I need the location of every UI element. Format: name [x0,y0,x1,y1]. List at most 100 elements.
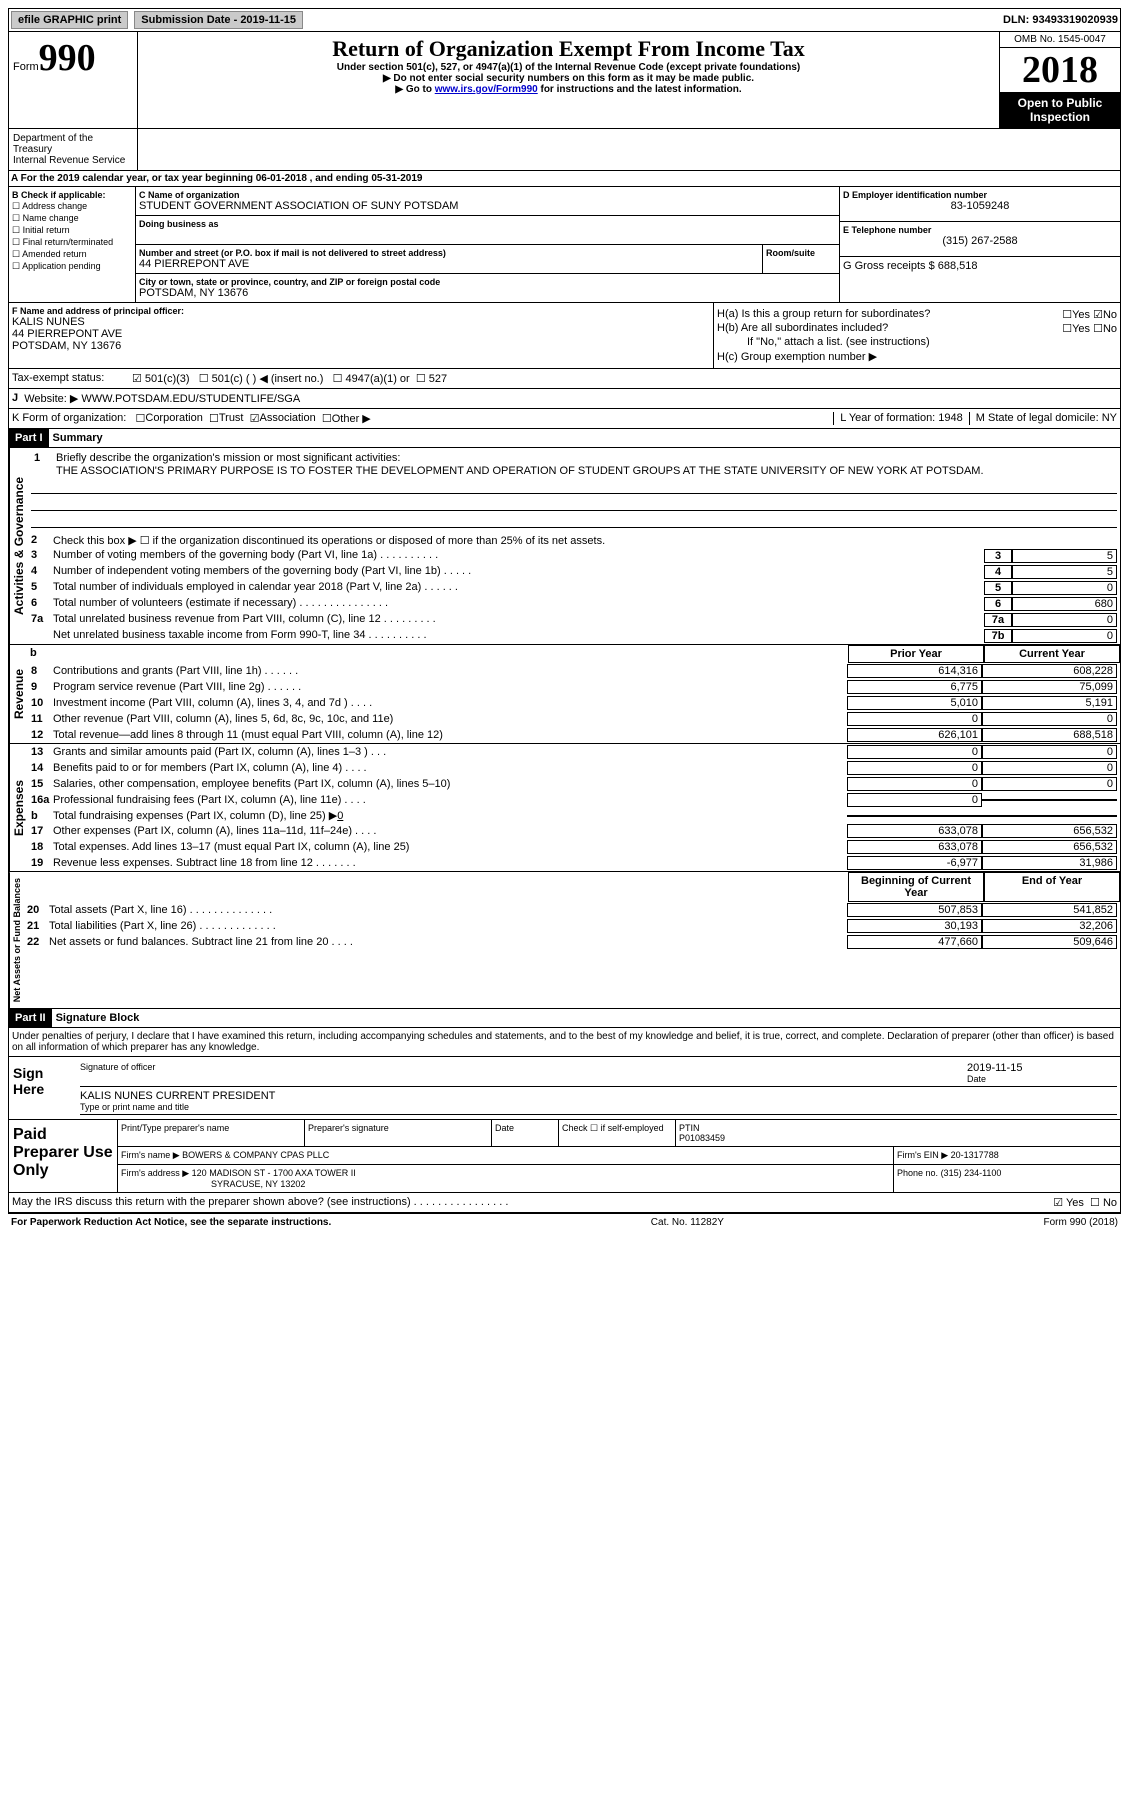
city-label: City or town, state or province, country… [139,277,836,287]
self-employed: Check ☐ if self-employed [559,1120,676,1146]
e-label: E Telephone number [843,225,1117,235]
l18: Total expenses. Add lines 13–17 (must eq… [53,841,847,853]
dept-row: Department of the Treasury Internal Reve… [8,129,1121,171]
part1-num: Part I [9,429,49,447]
c14: 0 [982,761,1117,775]
cb-address[interactable]: ☐ Address change [12,201,132,212]
f-row: F Name and address of principal officer:… [8,303,1121,369]
v3: 5 [1012,549,1117,563]
addr-label: Number and street (or P.O. box if mail i… [139,248,759,258]
c16a [982,799,1117,801]
p19: -6,977 [847,856,982,870]
discuss-text: May the IRS discuss this return with the… [12,1196,1053,1209]
type-print-label: Type or print name and title [80,1102,1117,1112]
v7b: 0 [1012,629,1117,643]
form-word: Form [13,61,39,73]
h-a: H(a) Is this a group return for subordin… [717,308,930,320]
sub3-pre: ▶ Go to [395,84,434,95]
street-addr: 44 PIERREPONT AVE [139,258,759,270]
c20: 541,852 [982,903,1117,917]
c17: 656,532 [982,824,1117,838]
firm-ein-label: Firm's EIN ▶ [897,1150,948,1160]
prep-sig-label: Preparer's signature [305,1120,492,1146]
b-label: B Check if applicable: [12,190,132,200]
phone: (315) 267-2588 [843,235,1117,247]
phone-label: Phone no. [897,1168,938,1178]
l12: Total revenue—add lines 8 through 11 (mu… [53,729,847,741]
p14: 0 [847,761,982,775]
l16b: Total fundraising expenses (Part IX, col… [53,810,337,822]
l2-text: Check this box ▶ ☐ if the organization d… [53,534,1117,547]
top-bar: efile GRAPHIC print Submission Date - 20… [8,8,1121,32]
l16a: Professional fundraising fees (Part IX, … [53,794,847,806]
j-label: J [12,392,18,405]
c13: 0 [982,745,1117,759]
part2-num: Part II [9,1009,52,1027]
firm-addr-label: Firm's address ▶ [121,1168,189,1178]
c22: 509,646 [982,935,1117,949]
h-b: H(b) Are all subordinates included? [717,322,888,334]
submission-button[interactable]: Submission Date - 2019-11-15 [134,11,303,29]
prior-hdr: Prior Year [848,645,984,663]
efile-button[interactable]: efile GRAPHIC print [11,11,128,29]
omb-number: OMB No. 1545-0047 [1000,32,1120,48]
l20: Total assets (Part X, line 16) . . . . .… [49,904,847,916]
revenue-label: Revenue [9,645,28,743]
cb-app[interactable]: ☐ Application pending [12,261,132,272]
governance-label: Activities & Governance [9,448,28,644]
footer-left: For Paperwork Reduction Act Notice, see … [11,1217,331,1228]
p10: 5,010 [847,696,982,710]
cb-final[interactable]: ☐ Final return/terminated [12,237,132,248]
net-assets-section: Net Assets or Fund Balances Beginning of… [8,872,1121,1009]
l4-text: Number of independent voting members of … [53,565,980,577]
d-label: D Employer identification number [843,190,1117,200]
p17: 633,078 [847,824,982,838]
h-c: H(c) Group exemption number ▶ [717,350,1117,363]
officer-sig-name: KALIS NUNES CURRENT PRESIDENT [80,1090,1117,1102]
c11: 0 [982,712,1117,726]
l-year: L Year of formation: 1948 [833,412,963,425]
i-row: Tax-exempt status: ☑ 501(c)(3) ☐ 501(c) … [8,369,1121,389]
cb-name[interactable]: ☐ Name change [12,213,132,224]
officer-city: POTSDAM, NY 13676 [12,340,710,352]
p9: 6,775 [847,680,982,694]
ptin-val: P01083459 [679,1133,725,1143]
footer-right: Form 990 (2018) [1044,1217,1118,1228]
subtitle-1: Under section 501(c), 527, or 4947(a)(1)… [142,62,995,73]
begin-hdr: Beginning of Current Year [848,872,984,902]
cb-amended[interactable]: ☐ Amended return [12,249,132,260]
cb-initial[interactable]: ☐ Initial return [12,225,132,236]
v4: 5 [1012,565,1117,579]
l19: Revenue less expenses. Subtract line 18 … [53,857,847,869]
ptin-label: PTIN [679,1123,700,1133]
bc-row: B Check if applicable: ☐ Address change … [8,187,1121,303]
mission-text: THE ASSOCIATION'S PRIMARY PURPOSE IS TO … [31,465,1117,477]
part2-bar: Part II Signature Block [8,1009,1121,1028]
c15: 0 [982,777,1117,791]
c9: 75,099 [982,680,1117,694]
c8: 608,228 [982,664,1117,678]
room-label: Room/suite [766,248,836,258]
l1-text: Briefly describe the organization's miss… [56,452,1114,464]
sign-here-row: Sign Here Signature of officer2019-11-15… [8,1057,1121,1120]
p18: 633,078 [847,840,982,854]
governance-section: Activities & Governance 1Briefly describ… [8,448,1121,645]
i-label: Tax-exempt status: [12,372,132,385]
city-state: POTSDAM, NY 13676 [139,287,836,299]
inspect-2: Inspection [1030,110,1090,124]
l16b-val: 0 [337,810,343,822]
firm-name-label: Firm's name ▶ [121,1150,180,1160]
p21: 30,193 [847,919,982,933]
sig-officer-label: Signature of officer [80,1062,967,1072]
l6-text: Total number of volunteers (estimate if … [53,597,980,609]
form-number: 990 [39,37,96,79]
form990-link[interactable]: www.irs.gov/Form990 [435,84,538,95]
expenses-label: Expenses [9,744,28,871]
expenses-section: Expenses 13Grants and similar amounts pa… [8,744,1121,872]
penalty-text: Under penalties of perjury, I declare th… [8,1028,1121,1057]
officer-name: KALIS NUNES [12,316,710,328]
dept-treasury: Department of the Treasury Internal Reve… [9,129,138,170]
l15: Salaries, other compensation, employee b… [53,778,847,790]
c19: 31,986 [982,856,1117,870]
main-title: Return of Organization Exempt From Incom… [142,36,995,62]
